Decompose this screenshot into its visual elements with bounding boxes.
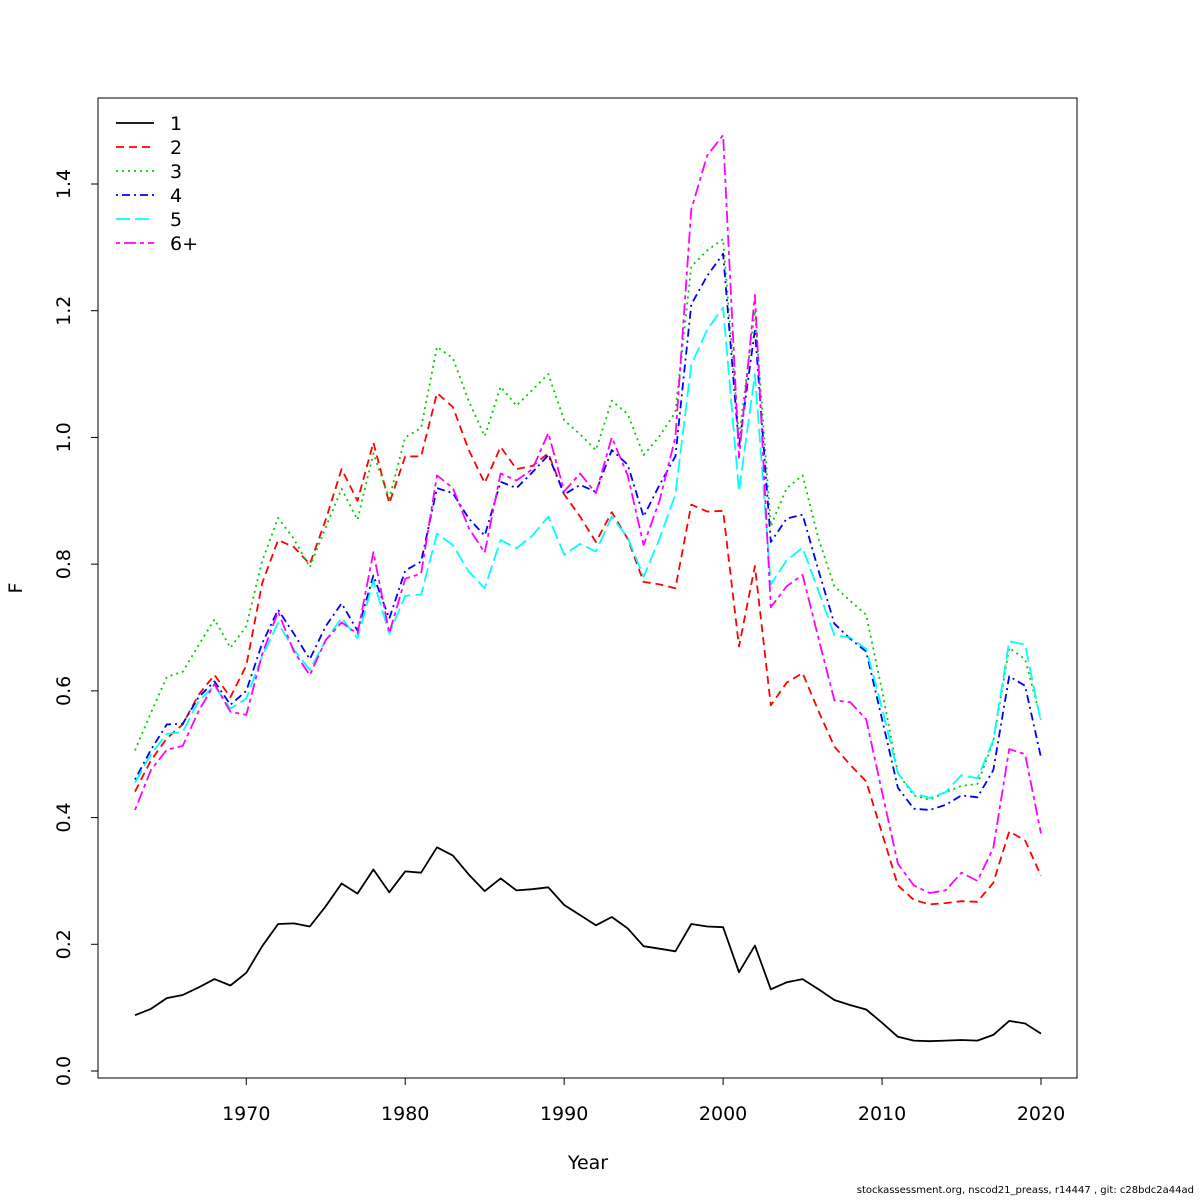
footer-note: stockassessment.org, nscod21_preass, r14… <box>856 1185 1194 1196</box>
y-tick-label: 1.4 <box>53 169 75 199</box>
series-line-6 <box>134 134 1042 894</box>
legend-label: 6+ <box>170 233 198 255</box>
legend-label: 5 <box>170 209 182 231</box>
x-tick-label: 1970 <box>222 1103 270 1125</box>
series-line-2 <box>134 392 1042 906</box>
series-lines <box>134 134 1042 1043</box>
x-tick-label: 2010 <box>858 1103 906 1125</box>
y-tick-label: 0.2 <box>53 929 75 959</box>
y-tick-label: 1.2 <box>53 296 75 326</box>
legend-label: 4 <box>170 185 182 207</box>
legend-label: 2 <box>170 137 182 159</box>
legend-label: 1 <box>170 113 182 135</box>
y-axis-label: F <box>5 583 27 594</box>
axes: 1970 1980 1990 2000 2010 2020 0.0 0.2 0.4 0.6 0.8 1… <box>53 169 1065 1125</box>
series-line-5 <box>134 306 1042 799</box>
series-line-3 <box>134 238 1042 801</box>
y-tick-label: 0.0 <box>53 1056 75 1086</box>
series-line-1 <box>134 846 1042 1043</box>
x-tick-label: 1980 <box>381 1103 429 1125</box>
x-axis-label: Year <box>567 1152 608 1174</box>
y-tick-label: 0.8 <box>53 549 75 579</box>
x-tick-label: 2000 <box>699 1103 747 1125</box>
legend-label: 3 <box>170 161 182 183</box>
x-tick-label: 2020 <box>1017 1103 1065 1125</box>
y-tick-label: 1.0 <box>53 422 75 452</box>
series-line-4 <box>134 252 1042 811</box>
y-tick-label: 0.4 <box>53 802 75 832</box>
y-tick-label: 0.6 <box>53 676 75 706</box>
x-tick-label: 1990 <box>540 1103 588 1125</box>
plot-frame <box>97 97 1078 1079</box>
